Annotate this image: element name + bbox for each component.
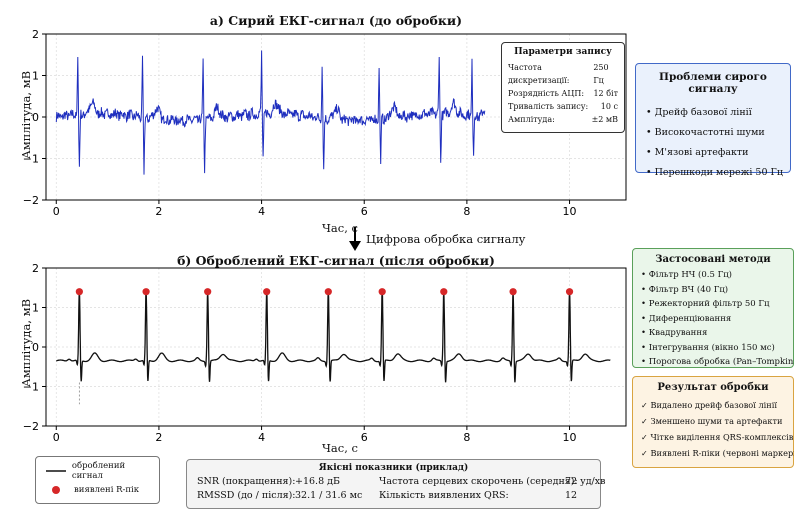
- metric-value: 32.1 / 31.6 мс: [295, 490, 363, 501]
- param-row: Тривалість запису: 10 с: [508, 102, 618, 111]
- raw-problems-box: Проблеми сирого сигналу • Дрейф базової …: [635, 63, 791, 178]
- bottom-chart-title: б) Оброблений ЕКГ-сигнал (після обробки): [177, 253, 495, 268]
- r-peak-marker: [440, 288, 448, 296]
- chart-legend: оброблений сигнал виявлені R-пік: [35, 456, 160, 504]
- down-arrow-icon: [349, 227, 361, 251]
- method-item: • Квадрування: [641, 328, 708, 338]
- r-peak-marker: [509, 288, 517, 296]
- x-tick-label: 0: [53, 205, 60, 218]
- top-chart-xlabel: Час, с: [322, 221, 358, 235]
- x-tick-label: 10: [563, 431, 577, 444]
- processing-label: Цифрова обробка сигналу: [366, 232, 526, 246]
- result-title: Результат обробки: [657, 382, 769, 393]
- metric-value: 72 уд/хв: [565, 476, 606, 487]
- x-tick-label: 4: [258, 205, 265, 218]
- y-tick-label: −1: [23, 381, 39, 394]
- y-tick-label: 1: [32, 70, 39, 83]
- metric-label: SNR (покращення):: [197, 476, 296, 487]
- result-item: ✓ Чітке виділення QRS-комплексів: [641, 432, 794, 442]
- problem-item: • Високочастотні шуми: [646, 127, 765, 138]
- raw-ecg-line: [55, 50, 486, 175]
- y-tick-label: 0: [32, 341, 39, 354]
- method-item: • Порогова обробка (Pan–Tompkins): [641, 357, 794, 367]
- result-box: Результат обробки ✓ Видалено дрейф базов…: [632, 376, 794, 468]
- y-tick-label: −1: [23, 153, 39, 166]
- r-peak-marker: [324, 288, 332, 296]
- legend-marker-item: виявлені R-пік: [44, 480, 151, 499]
- r-peak-marker: [75, 288, 83, 296]
- x-tick-label: 6: [361, 431, 368, 444]
- problems-title: Проблеми сирого сигналу: [659, 71, 767, 95]
- params-title: Параметри запису: [514, 47, 612, 57]
- metric-label: RMSSD (до / після):: [197, 490, 296, 501]
- x-tick-label: 2: [155, 431, 162, 444]
- methods-title: Застосовані методи: [655, 254, 771, 265]
- y-tick-label: 0: [32, 111, 39, 124]
- bottom-chart-xlabel: Час, с: [322, 441, 358, 455]
- r-peak-marker: [263, 288, 271, 296]
- method-item: • Фільтр ВЧ (40 Гц): [641, 284, 729, 295]
- param-row: Частота дискретизації: 250 Гц: [508, 63, 609, 85]
- x-tick-label: 8: [463, 205, 470, 218]
- x-tick-label: 0: [53, 431, 60, 444]
- r-peak-marker: [565, 288, 574, 296]
- problem-item: • Перешкоди мережі 50 Гц: [646, 167, 783, 178]
- x-tick-label: 8: [463, 431, 470, 444]
- x-tick-label: 6: [361, 205, 368, 218]
- processed-ecg-line: [56, 289, 611, 383]
- metrics-box: Якісні показники (приклад) SNR (покращен…: [186, 459, 605, 509]
- method-item: • Диференціювання: [641, 313, 732, 324]
- marker-swatch-icon: [52, 485, 60, 494]
- result-item: ✓ Виявлені R-піки (червоні маркери): [641, 448, 794, 458]
- metrics-title: Якісні показники (приклад): [318, 463, 469, 473]
- y-tick-label: 2: [32, 262, 39, 275]
- x-tick-label: 2: [155, 205, 162, 218]
- method-item: • Інтегрування (вікно 150 мс): [641, 342, 775, 353]
- method-item: • Режекторний фільтр 50 Гц: [641, 299, 770, 309]
- legend-line-item: оброблений сигнал: [44, 461, 151, 481]
- r-peak-marker: [142, 288, 150, 296]
- metric-label: Частота серцевих скорочень (середня):: [379, 476, 578, 487]
- problem-item: • Дрейф базової лінії: [646, 107, 752, 118]
- metric-value: +16.8 дБ: [295, 476, 340, 487]
- result-item: ✓ Зменшено шуми та артефакти: [641, 416, 783, 426]
- y-tick-label: −2: [23, 194, 39, 207]
- recording-params-box: Параметри запису Частота дискретизації: 2…: [501, 42, 625, 133]
- param-row: Розрядність АЦП: 12 біт: [508, 89, 618, 98]
- line-swatch-icon: [46, 469, 66, 472]
- r-peak-marker: [204, 288, 212, 296]
- x-tick-label: 10: [563, 205, 577, 218]
- method-item: • Фільтр НЧ (0.5 Гц): [641, 270, 732, 280]
- metric-value: 12: [565, 490, 578, 501]
- x-tick-label: 4: [258, 431, 265, 444]
- top-chart-title: а) Сирий ЕКГ-сигнал (до обробки): [209, 13, 463, 28]
- r-peak-marker: [378, 288, 386, 296]
- param-row: Амплітуда: ±2 мВ: [508, 115, 618, 124]
- y-tick-label: 1: [32, 302, 39, 315]
- y-tick-label: −2: [23, 420, 39, 433]
- methods-box: Застосовані методи • Фільтр НЧ (0.5 Гц) …: [632, 248, 794, 368]
- result-item: ✓ Видалено дрейф базової лінії: [641, 400, 777, 410]
- metric-label: Кількість виявлених QRS:: [379, 490, 509, 501]
- problem-item: • М'язові артефакти: [646, 147, 749, 158]
- y-tick-label: 2: [32, 28, 39, 41]
